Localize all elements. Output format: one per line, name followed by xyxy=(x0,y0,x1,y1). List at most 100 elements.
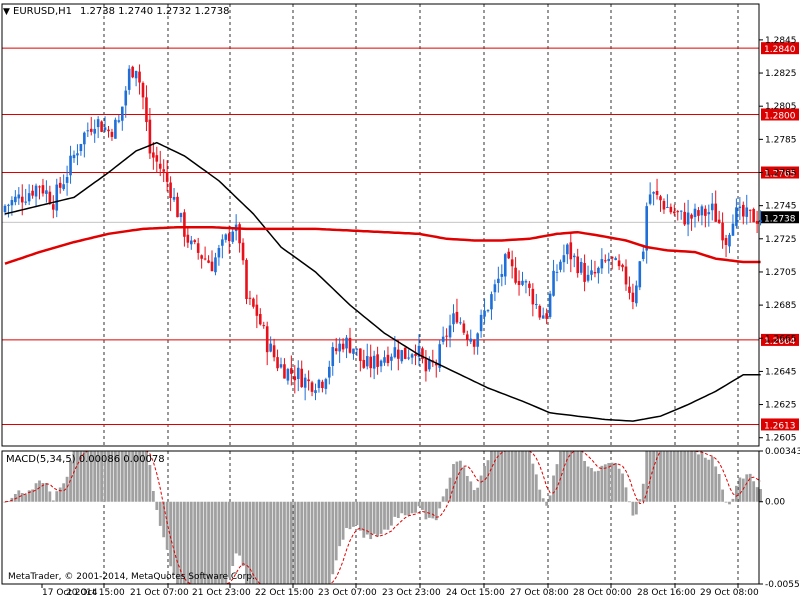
candle-body xyxy=(341,343,345,350)
x-tick-label: 22 Oct 15:00 xyxy=(255,588,314,598)
macd-bar xyxy=(82,451,86,502)
candle-body xyxy=(148,119,152,154)
candle-body xyxy=(286,369,290,381)
candle-body xyxy=(38,186,41,188)
candle-body xyxy=(169,182,172,198)
dropdown-arrow-icon[interactable]: ▼ xyxy=(3,7,10,17)
macd-bar xyxy=(272,501,276,584)
candle-body xyxy=(141,82,145,98)
macd-bar xyxy=(262,501,266,584)
macd-bar xyxy=(693,451,697,502)
candle-body xyxy=(155,155,159,162)
candle-body xyxy=(314,390,317,394)
macd-bar xyxy=(641,483,645,502)
y-tick-label: 1.2625 xyxy=(765,401,797,411)
macd-bar xyxy=(317,501,321,584)
candle-body xyxy=(569,242,573,260)
macd-bar xyxy=(269,501,273,584)
macd-bar xyxy=(20,493,24,502)
macd-bar xyxy=(13,494,17,502)
candle-body xyxy=(279,364,283,368)
macd-bar xyxy=(345,501,348,529)
macd-bar xyxy=(238,501,241,556)
candle-body xyxy=(500,274,504,277)
candle-body xyxy=(448,325,452,338)
candle-body xyxy=(31,190,34,196)
macd-bar xyxy=(86,451,90,502)
macd-bar xyxy=(252,501,255,584)
macd-bar xyxy=(490,451,493,502)
candle-body xyxy=(686,212,690,225)
macd-bar xyxy=(690,451,693,502)
candle-body xyxy=(334,348,338,352)
current-price-label: 1.2738 xyxy=(764,214,796,224)
macd-bar xyxy=(517,451,521,502)
candle-body xyxy=(17,194,21,199)
candle-body xyxy=(345,337,348,349)
candlesticks xyxy=(3,64,762,401)
macd-bar xyxy=(586,466,590,502)
macd-bar xyxy=(496,451,500,502)
macd-bar xyxy=(400,501,404,514)
candle-body xyxy=(648,194,652,204)
candle-body xyxy=(621,264,624,268)
macd-bar xyxy=(503,451,507,502)
y-tick-label: 1.2665 xyxy=(765,334,797,344)
candle-body xyxy=(679,210,683,212)
macd-bar xyxy=(538,489,542,502)
macd-bar xyxy=(162,501,166,538)
copyright-text: MetaTrader, © 2001-2014, MetaQuotes Soft… xyxy=(8,572,255,582)
macd-bar xyxy=(603,464,607,502)
macd-bar xyxy=(438,501,442,509)
macd-histogram xyxy=(3,450,762,585)
candle-body xyxy=(403,347,407,359)
candle-body xyxy=(631,292,635,302)
macd-bar xyxy=(176,501,179,584)
candle-body xyxy=(742,204,745,217)
macd-bar xyxy=(717,473,721,502)
moving-average-red xyxy=(4,225,761,265)
candle-body xyxy=(655,190,659,195)
horizontal-levels[interactable]: 1.2840 1.2800 1.2765 1.2664 1.2613 1.2738 xyxy=(2,42,799,431)
candle-body xyxy=(83,132,86,145)
macd-bar xyxy=(196,501,200,584)
macd-bar xyxy=(393,501,397,517)
macd-bar xyxy=(510,451,514,502)
macd-bar xyxy=(424,501,428,520)
macd-bar xyxy=(759,489,762,502)
macd-bar xyxy=(27,490,31,502)
macd-bar xyxy=(669,451,673,502)
candle-body xyxy=(165,171,169,182)
candle-body xyxy=(462,323,466,333)
candle-body xyxy=(531,288,535,305)
x-tick-label: 23 Oct 07:00 xyxy=(318,588,377,598)
macd-bar xyxy=(645,451,649,502)
candle-body xyxy=(207,260,210,263)
candle-body xyxy=(662,200,666,210)
macd-bar xyxy=(372,501,376,534)
candle-body xyxy=(48,191,52,204)
candle-body xyxy=(479,314,483,332)
candle-body xyxy=(700,206,704,216)
candle-body xyxy=(283,364,286,379)
candle-body xyxy=(259,314,262,325)
macd-bar xyxy=(662,451,666,502)
candle-body xyxy=(186,234,190,243)
macd-bar xyxy=(79,451,83,502)
candle-body xyxy=(717,219,721,224)
candle-body xyxy=(93,128,96,134)
macd-bar xyxy=(186,501,190,584)
candle-body xyxy=(704,208,707,216)
candle-body xyxy=(276,357,279,369)
macd-bar xyxy=(396,501,400,519)
macd-bar xyxy=(735,485,738,502)
candle-body xyxy=(721,222,724,241)
macd-bar xyxy=(703,457,707,502)
candle-body xyxy=(714,203,717,222)
y-tick-label: 1.2825 xyxy=(765,69,797,79)
macd-bar xyxy=(141,451,145,502)
candle-body xyxy=(697,210,700,216)
y-tick-label: 1.2685 xyxy=(765,301,797,311)
candle-body xyxy=(355,348,359,350)
